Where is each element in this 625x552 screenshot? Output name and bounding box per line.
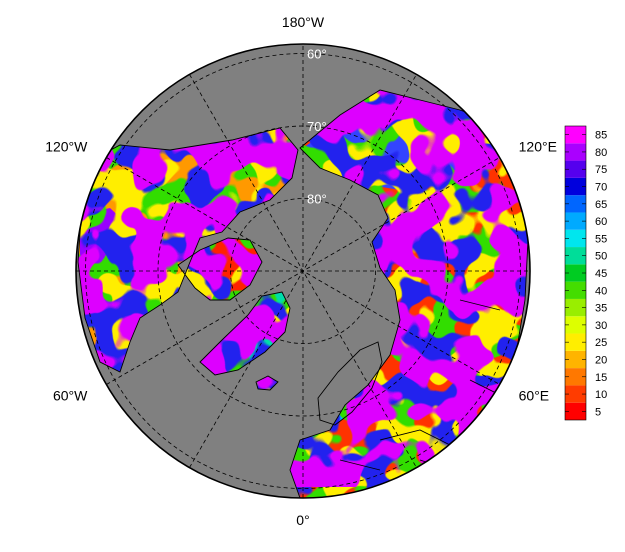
colorbar-swatch (565, 195, 586, 213)
colorbar-swatch (565, 350, 586, 369)
colorbar-swatch (565, 385, 586, 403)
colorbar-tick-label: 20 (595, 354, 607, 366)
colorbar-tick-label: 25 (595, 337, 607, 349)
graticule (76, 44, 530, 498)
colorbar-swatch (565, 316, 586, 334)
colorbar-tick-label: 10 (595, 389, 607, 401)
colorbar-tick-label: 5 (595, 406, 601, 418)
longitude-label-0: 0° (296, 512, 309, 528)
longitude-label-60e: 60°E (519, 388, 550, 404)
latitude-label-60: 60° (307, 47, 327, 62)
colorbar-tick-label: 30 (595, 320, 607, 332)
colorbar-swatch (565, 298, 586, 317)
colorbar-tick-label: 65 (595, 199, 607, 211)
longitude-label-120w: 120°W (45, 139, 88, 155)
colorbar-tick-label: 15 (595, 372, 607, 384)
colorbar-swatch (565, 143, 586, 161)
latitude-labels: 50°60°70°80° (307, 47, 327, 207)
colorbar-tick-label: 85 (595, 130, 607, 142)
colorbar-swatch (565, 160, 586, 178)
colorbar-tick-label: 40 (595, 285, 607, 297)
colorbar-swatch (565, 333, 586, 351)
latitude-label-80: 80° (307, 192, 327, 207)
colorbar: 5 10 15 20 25 30 35 40 45 50 55 60 65 70 75 80 85 (564, 125, 607, 421)
colorbar-tick-label: 60 (595, 216, 607, 228)
colorbar-swatch (565, 402, 586, 420)
colorbar-swatch (565, 247, 586, 265)
map-border (75, 43, 531, 499)
colorbar-swatch (565, 126, 586, 144)
colorbar-swatch (565, 229, 586, 248)
colorbar-tick-label: 45 (595, 268, 607, 280)
colorbar-tick-label: 75 (595, 164, 607, 176)
colorbar-swatch (565, 281, 586, 299)
latitude-label-70: 70° (307, 119, 327, 134)
longitude-labels: 180°W 120°E 60°E 0° 60°W 120°W (45, 14, 557, 528)
colorbar-swatch (565, 177, 586, 196)
colorbar-tick-label: 35 (595, 303, 607, 315)
colorbar-tick-label: 55 (595, 233, 607, 245)
colorbar-swatch (565, 368, 586, 386)
colorbar-tick-label: 80 (595, 147, 607, 159)
colorbar-swatch (565, 212, 586, 230)
colorbar-tick-label: 70 (595, 182, 607, 194)
colorbar-tick-label: 50 (595, 251, 607, 263)
colorbar-swatch (565, 264, 586, 282)
meridian-150 (189, 74, 417, 468)
longitude-label-180w: 180°W (282, 14, 325, 30)
longitude-label-60w: 60°W (53, 388, 88, 404)
longitude-label-120e: 120°E (519, 139, 557, 155)
